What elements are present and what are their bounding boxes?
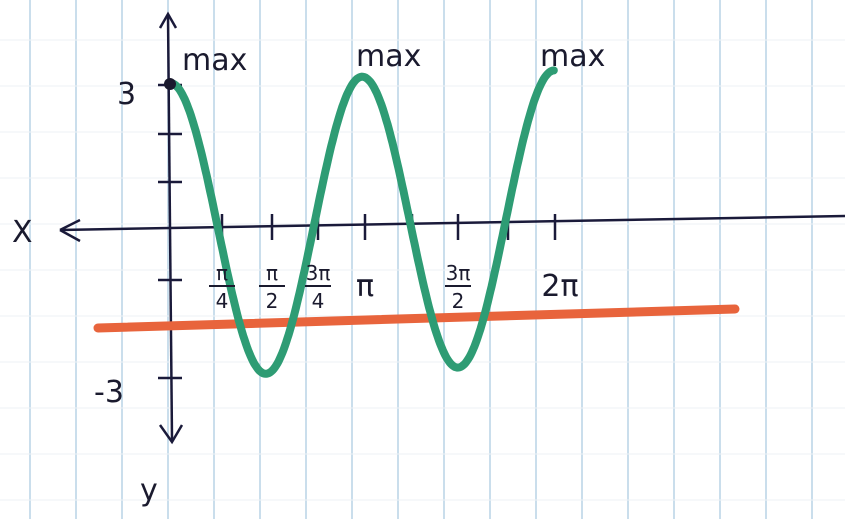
x-tick-num: π: [216, 261, 228, 285]
x-axis: [60, 216, 845, 230]
x-tick-label: π: [356, 269, 374, 304]
max-label: max: [356, 39, 421, 74]
x-tick-labels: π 4 π 2 3π 4 π 3π 2 2π: [209, 261, 579, 313]
y-min-label: -3: [94, 375, 124, 410]
graph-paper: X y 3 -3 max max max π 4 π 2 3π 4 π 3π 2 2π: [0, 0, 845, 519]
horizontal-line: [98, 309, 735, 328]
x-tick-label: 2π: [541, 269, 578, 304]
y-max-label: 3: [117, 77, 136, 112]
max-label: max: [540, 39, 605, 74]
x-tick-den: 4: [216, 289, 229, 313]
x-tick-den: 2: [266, 289, 279, 313]
x-tick-num: 3π: [446, 261, 471, 285]
x-axis-label: X: [12, 215, 33, 250]
x-tick-den: 4: [312, 289, 325, 313]
point: [164, 78, 176, 90]
x-tick-den: 2: [452, 289, 465, 313]
x-tick-num: π: [266, 261, 278, 285]
max-label: max: [182, 43, 247, 78]
y-axis-label: y: [140, 473, 158, 508]
x-tick-num: 3π: [306, 261, 331, 285]
